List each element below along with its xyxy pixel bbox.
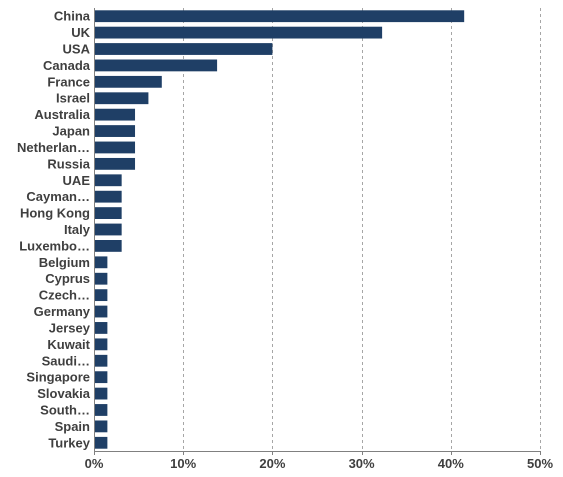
x-tick-label-6: 50% bbox=[527, 456, 553, 471]
bar-23 bbox=[94, 371, 108, 384]
category-label-23: Singapore bbox=[26, 370, 90, 385]
x-tick-label-4: 30% bbox=[349, 456, 375, 471]
category-label-5: France bbox=[47, 74, 90, 89]
bar-27 bbox=[94, 436, 108, 449]
bar-1 bbox=[94, 10, 465, 23]
bar-9 bbox=[94, 141, 136, 154]
bars bbox=[94, 10, 465, 449]
category-label-14: Italy bbox=[64, 222, 91, 237]
category-label-27: Turkey bbox=[48, 435, 90, 450]
bar-10 bbox=[94, 157, 136, 170]
category-label-13: Hong Kong bbox=[20, 206, 90, 221]
bar-20 bbox=[94, 322, 108, 334]
category-label-22: Saudi… bbox=[42, 353, 90, 368]
bar-8 bbox=[94, 125, 136, 137]
category-label-1: China bbox=[54, 9, 91, 24]
category-label-3: USA bbox=[63, 42, 91, 57]
category-label-17: Cyprus bbox=[45, 271, 90, 286]
category-label-2: UK bbox=[71, 25, 90, 40]
x-tick-label-1: 0% bbox=[85, 456, 104, 471]
bar-3 bbox=[94, 43, 273, 55]
x-tick-label-5: 40% bbox=[438, 456, 464, 471]
category-label-6: Israel bbox=[56, 91, 90, 106]
bar-2 bbox=[94, 26, 383, 39]
bar-11 bbox=[94, 174, 122, 187]
bar-17 bbox=[94, 272, 108, 285]
axes bbox=[94, 8, 541, 455]
category-label-25: South… bbox=[40, 402, 90, 417]
category-label-12: Cayman… bbox=[26, 189, 90, 204]
category-label-7: Australia bbox=[34, 107, 90, 122]
category-label-4: Canada bbox=[43, 58, 91, 73]
bar-19 bbox=[94, 305, 108, 318]
bar-21 bbox=[94, 338, 108, 351]
category-label-11: UAE bbox=[63, 173, 91, 188]
bar-15 bbox=[94, 240, 122, 252]
bar-16 bbox=[94, 256, 108, 269]
bar-5 bbox=[94, 75, 162, 88]
category-label-10: Russia bbox=[47, 156, 90, 171]
category-label-20: Jersey bbox=[49, 320, 91, 335]
x-tick-label-3: 20% bbox=[259, 456, 285, 471]
x-tick-label-2: 10% bbox=[170, 456, 196, 471]
bar-26 bbox=[94, 420, 108, 433]
category-label-15: Luxembo… bbox=[19, 238, 90, 253]
bar-6 bbox=[94, 92, 149, 105]
grid-lines bbox=[183, 8, 541, 451]
bar-22 bbox=[94, 354, 108, 367]
category-label-24: Slovakia bbox=[37, 386, 91, 401]
category-label-19: Germany bbox=[34, 304, 91, 319]
x-tick-labels: 0% 10% 20% 30% 40% 50% bbox=[85, 456, 554, 471]
category-label-26: Spain bbox=[55, 419, 90, 434]
bar-25 bbox=[94, 404, 108, 416]
category-label-9: Netherlan… bbox=[17, 140, 90, 155]
bar-14 bbox=[94, 223, 122, 236]
category-label-16: Belgium bbox=[39, 255, 90, 270]
bar-13 bbox=[94, 207, 122, 219]
bar-24 bbox=[94, 387, 108, 400]
bar-4 bbox=[94, 59, 218, 72]
bar-7 bbox=[94, 108, 136, 121]
category-label-8: Japan bbox=[52, 124, 90, 139]
category-label-18: Czech… bbox=[39, 288, 90, 303]
bar-12 bbox=[94, 190, 122, 203]
bar-18 bbox=[94, 289, 108, 302]
category-label-21: Kuwait bbox=[47, 337, 90, 352]
